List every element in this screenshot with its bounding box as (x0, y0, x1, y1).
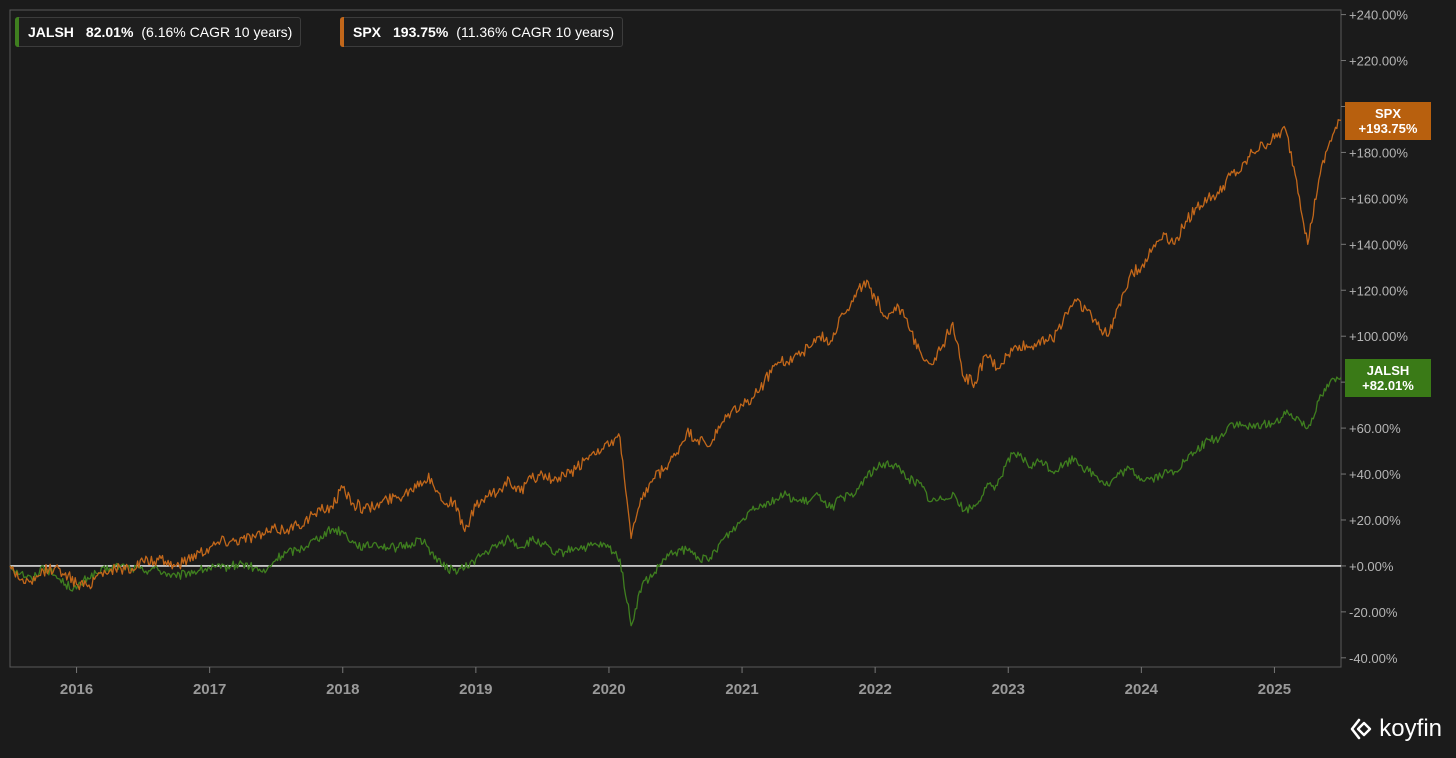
y-tick-label: +0.00% (1349, 559, 1394, 574)
badge-ticker: SPX (1374, 106, 1401, 121)
plot-frame (9, 9, 1342, 668)
y-tick-label: +100.00% (1349, 329, 1408, 344)
y-tick-label: +220.00% (1349, 54, 1408, 69)
end-value-badge-jalsh: JALSH +82.01% (1345, 359, 1431, 397)
x-tick-label: 2018 (326, 681, 359, 698)
x-tick-label: 2019 (459, 681, 492, 698)
brand-logo[interactable]: koyfin (1349, 715, 1442, 743)
y-tick-label: +120.00% (1349, 283, 1408, 298)
x-tick-label: 2022 (858, 681, 891, 698)
series-line-jalsh (9, 376, 1342, 627)
legend-cagr: (6.16% CAGR 10 years) (141, 24, 293, 40)
x-tick-label: 2023 (992, 681, 1025, 698)
x-tick-label: 2020 (592, 681, 625, 698)
legend-swatch-spx (340, 17, 344, 47)
y-tick-label: +140.00% (1349, 237, 1408, 252)
y-tick-label: +20.00% (1349, 513, 1401, 528)
badge-value: +82.01% (1362, 378, 1414, 393)
x-axis: 2016 2017 2018 2019 2020 2021 2022 2023 2024 2025 (60, 667, 1291, 698)
x-tick-label: 2025 (1258, 681, 1291, 698)
series-layer (9, 119, 1342, 627)
legend-ticker: JALSH (28, 24, 74, 40)
y-tick-label: +240.00% (1349, 8, 1408, 23)
x-tick-label: 2021 (725, 681, 758, 698)
y-tick-label: +40.00% (1349, 467, 1401, 482)
legend-cagr: (11.36% CAGR 10 years) (456, 24, 614, 40)
legend-return: 82.01% (85, 24, 134, 40)
x-tick-label: 2016 (60, 681, 93, 698)
badge-value: +193.75% (1358, 121, 1418, 136)
x-tick-label: 2017 (193, 681, 226, 698)
legend-swatch-jalsh (15, 17, 19, 47)
legend-return: 193.75% (393, 24, 449, 40)
legend-item-jalsh[interactable]: JALSH 82.01% (6.16% CAGR 10 years) (15, 17, 302, 47)
y-tick-label: +180.00% (1349, 145, 1408, 160)
end-value-badge-spx: SPX +193.75% (1345, 102, 1431, 140)
koyfin-logo-icon (1350, 718, 1372, 740)
y-tick-label: -40.00% (1349, 651, 1398, 666)
x-tick-label: 2024 (1125, 681, 1159, 698)
legend-ticker: SPX (353, 24, 382, 40)
badge-ticker: JALSH (1366, 363, 1410, 378)
y-tick-label: +160.00% (1349, 191, 1408, 206)
y-tick-label: +60.00% (1349, 421, 1401, 436)
brand-name: koyfin (1379, 715, 1442, 742)
legend-item-spx[interactable]: SPX 193.75% (11.36% CAGR 10 years) (340, 17, 623, 47)
y-tick-label: -20.00% (1349, 605, 1398, 620)
series-line-spx (9, 119, 1342, 591)
